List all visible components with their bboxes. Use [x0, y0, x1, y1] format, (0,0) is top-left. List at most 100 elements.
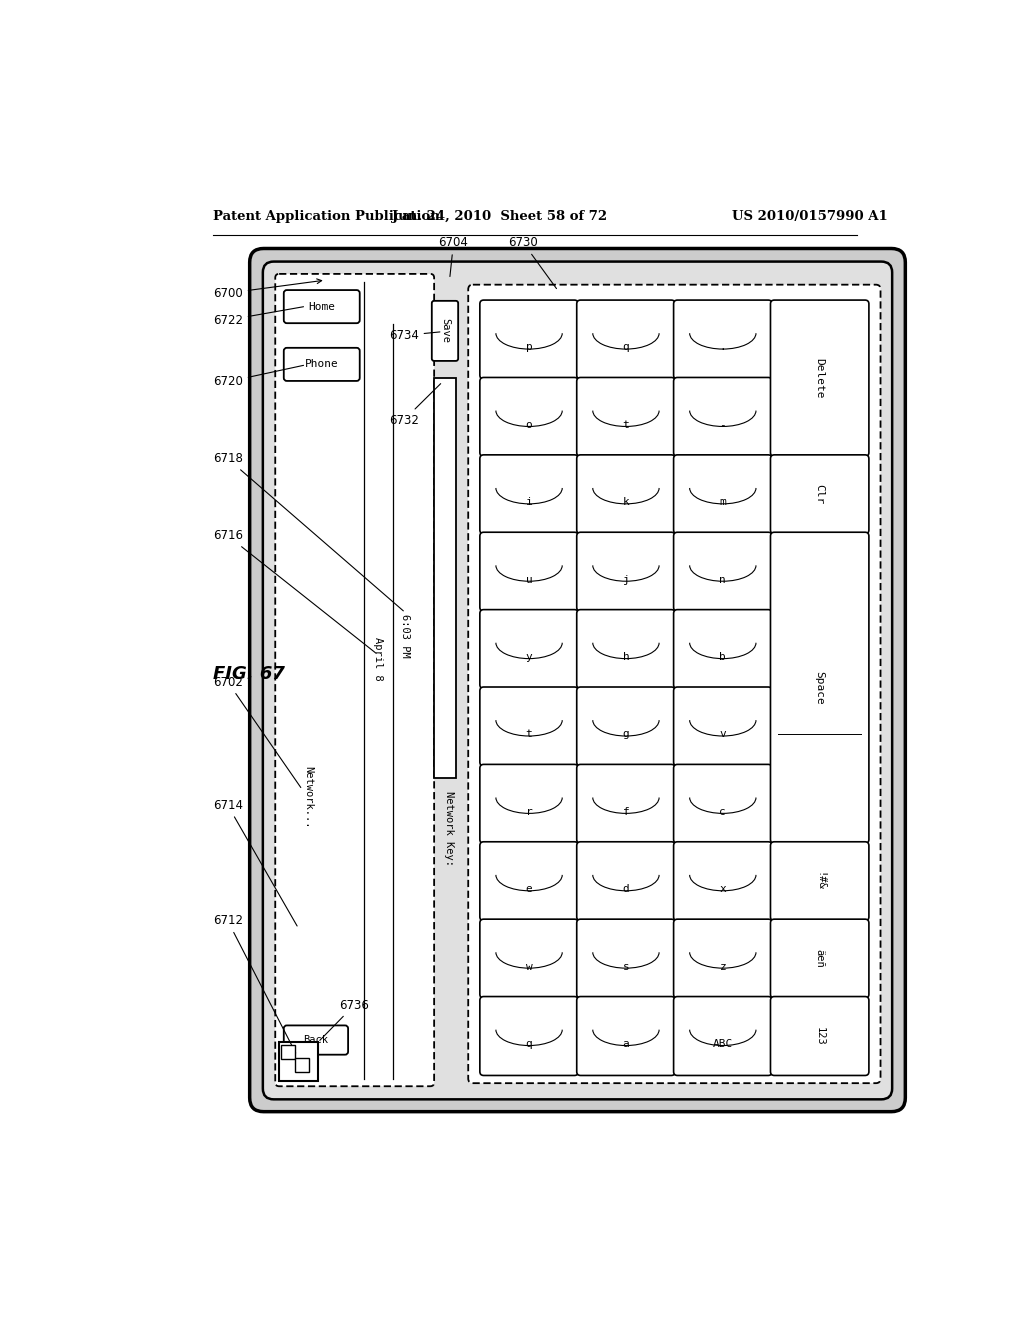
FancyBboxPatch shape: [770, 300, 869, 457]
Text: k: k: [623, 498, 630, 507]
Text: 6:03 PM: 6:03 PM: [400, 614, 411, 657]
FancyBboxPatch shape: [480, 532, 579, 611]
FancyBboxPatch shape: [770, 842, 869, 921]
FancyBboxPatch shape: [480, 997, 579, 1076]
Text: n: n: [720, 574, 726, 585]
Text: 6736: 6736: [319, 998, 370, 1040]
Text: ABC: ABC: [713, 1039, 733, 1049]
Text: v: v: [720, 730, 726, 739]
FancyBboxPatch shape: [674, 610, 772, 689]
FancyBboxPatch shape: [480, 764, 579, 843]
Text: u: u: [525, 574, 532, 585]
Text: Save: Save: [440, 318, 450, 343]
Text: Patent Application Publication: Patent Application Publication: [213, 210, 440, 223]
FancyBboxPatch shape: [770, 455, 869, 533]
FancyBboxPatch shape: [674, 378, 772, 457]
FancyBboxPatch shape: [480, 378, 579, 457]
FancyBboxPatch shape: [577, 300, 675, 379]
Text: April 8: April 8: [374, 638, 383, 681]
Text: Back: Back: [303, 1035, 329, 1045]
Text: d: d: [623, 884, 630, 894]
FancyBboxPatch shape: [284, 290, 359, 323]
FancyBboxPatch shape: [480, 686, 579, 766]
FancyBboxPatch shape: [480, 455, 579, 533]
Text: äeñ: äeñ: [815, 949, 824, 968]
Text: Network Key:: Network Key:: [443, 791, 454, 866]
Text: w: w: [525, 961, 532, 972]
Text: !#&: !#&: [815, 873, 824, 891]
FancyBboxPatch shape: [480, 300, 579, 379]
Text: j: j: [623, 574, 630, 585]
Text: 6716: 6716: [213, 529, 376, 653]
FancyBboxPatch shape: [674, 686, 772, 766]
FancyBboxPatch shape: [674, 455, 772, 533]
Text: x: x: [720, 884, 726, 894]
FancyBboxPatch shape: [674, 764, 772, 843]
Text: h: h: [623, 652, 630, 663]
Text: s: s: [623, 961, 630, 972]
Text: 6714: 6714: [213, 799, 297, 927]
Text: .: .: [720, 342, 726, 352]
Text: 6712: 6712: [213, 915, 296, 1053]
FancyBboxPatch shape: [577, 919, 675, 998]
FancyBboxPatch shape: [263, 261, 892, 1100]
Text: r: r: [525, 807, 532, 817]
Text: 6734: 6734: [389, 329, 440, 342]
FancyBboxPatch shape: [577, 455, 675, 533]
Text: Network...: Network...: [303, 766, 312, 829]
Text: -: -: [720, 420, 726, 430]
FancyBboxPatch shape: [770, 532, 869, 843]
FancyBboxPatch shape: [480, 919, 579, 998]
FancyBboxPatch shape: [770, 997, 869, 1076]
FancyBboxPatch shape: [674, 919, 772, 998]
FancyBboxPatch shape: [432, 301, 458, 360]
Text: Clr: Clr: [815, 484, 824, 504]
FancyBboxPatch shape: [284, 1026, 348, 1055]
FancyBboxPatch shape: [284, 348, 359, 381]
FancyBboxPatch shape: [577, 378, 675, 457]
Text: 6718: 6718: [213, 453, 403, 611]
Text: Home: Home: [308, 302, 335, 312]
Text: g: g: [623, 730, 630, 739]
FancyBboxPatch shape: [674, 842, 772, 921]
FancyBboxPatch shape: [577, 686, 675, 766]
Text: Space: Space: [815, 671, 824, 705]
Text: m: m: [720, 498, 726, 507]
FancyBboxPatch shape: [674, 532, 772, 611]
Text: i: i: [525, 498, 532, 507]
Text: q: q: [623, 342, 630, 352]
Text: t: t: [623, 420, 630, 430]
Text: z: z: [720, 961, 726, 972]
Text: a: a: [623, 1039, 630, 1049]
FancyBboxPatch shape: [674, 997, 772, 1076]
FancyBboxPatch shape: [577, 610, 675, 689]
Text: 6704: 6704: [438, 236, 468, 276]
Text: f: f: [623, 807, 630, 817]
Bar: [295, 1057, 308, 1072]
FancyBboxPatch shape: [674, 300, 772, 379]
Bar: [434, 378, 456, 779]
FancyBboxPatch shape: [250, 248, 905, 1111]
FancyBboxPatch shape: [275, 275, 434, 1086]
Text: 6730: 6730: [508, 236, 556, 289]
FancyBboxPatch shape: [577, 997, 675, 1076]
FancyBboxPatch shape: [577, 764, 675, 843]
Text: c: c: [720, 807, 726, 817]
Text: Delete: Delete: [815, 358, 824, 399]
Text: o: o: [525, 420, 532, 430]
Bar: [282, 1044, 295, 1059]
Text: 123: 123: [815, 1027, 824, 1045]
FancyBboxPatch shape: [577, 532, 675, 611]
Text: b: b: [720, 652, 726, 663]
Text: y: y: [525, 652, 532, 663]
Text: 6722: 6722: [213, 306, 303, 326]
Text: FIG. 67: FIG. 67: [213, 665, 285, 684]
FancyBboxPatch shape: [577, 842, 675, 921]
Text: p: p: [525, 342, 532, 352]
FancyBboxPatch shape: [468, 285, 881, 1084]
Text: 6720: 6720: [213, 366, 303, 388]
Text: 6732: 6732: [389, 384, 440, 426]
Bar: [280, 1043, 317, 1081]
FancyBboxPatch shape: [480, 610, 579, 689]
Text: US 2010/0157990 A1: US 2010/0157990 A1: [732, 210, 888, 223]
